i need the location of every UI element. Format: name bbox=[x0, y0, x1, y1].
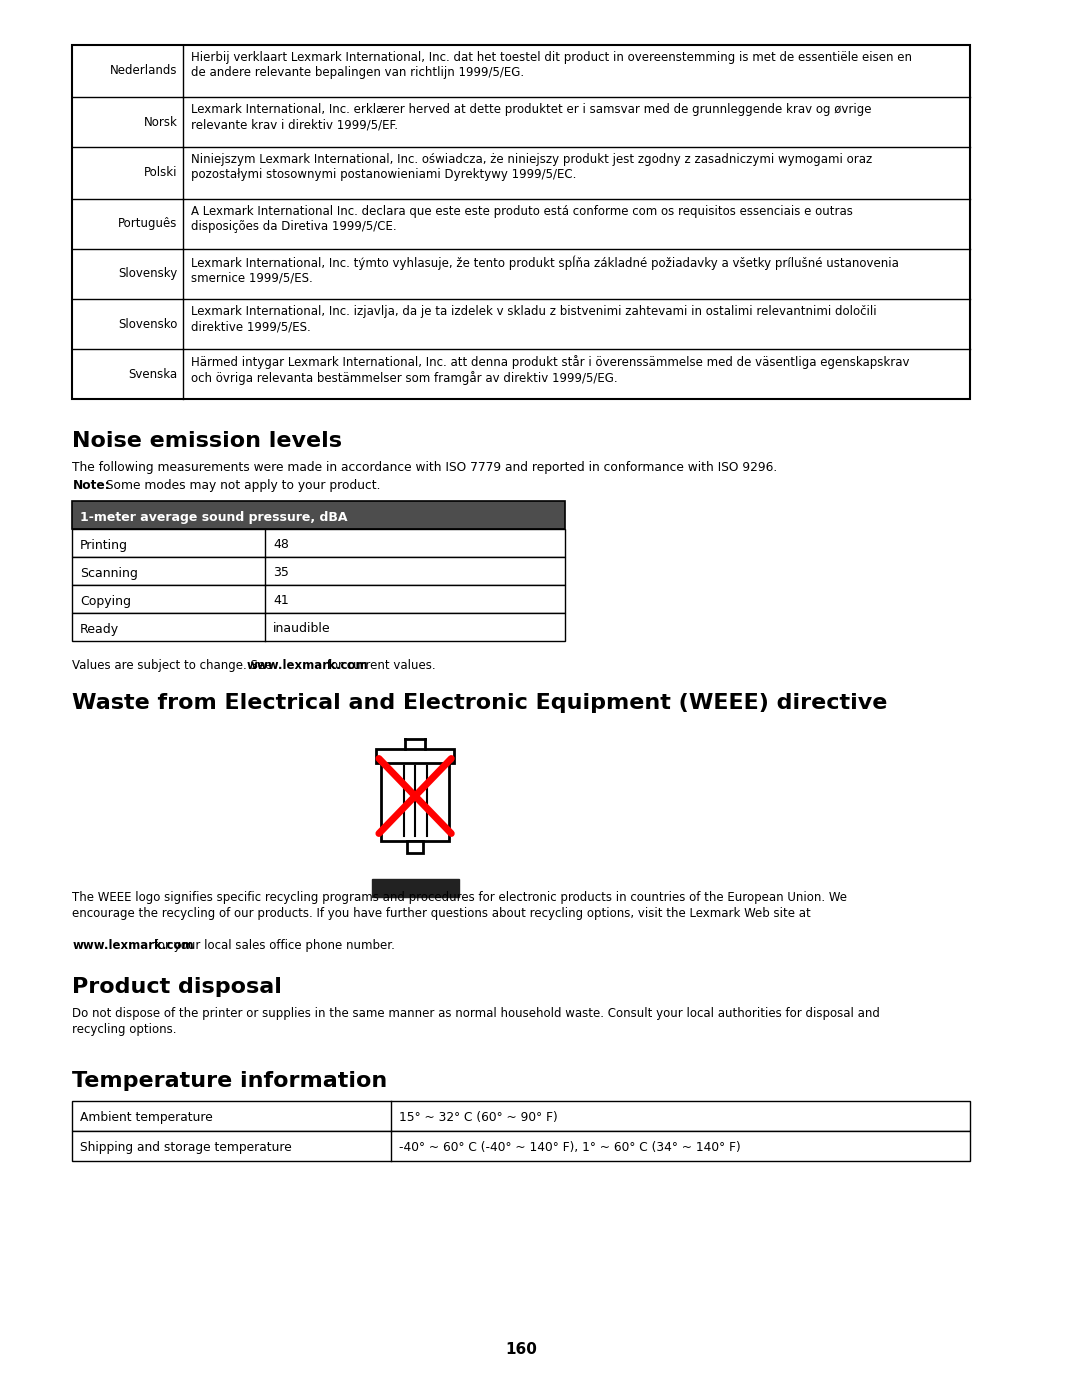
Text: Ready: Ready bbox=[80, 623, 119, 636]
Text: Temperature information: Temperature information bbox=[72, 1071, 388, 1091]
Bar bbox=[72, 45, 970, 400]
Text: Noise emission levels: Noise emission levels bbox=[72, 432, 342, 451]
Text: Lexmark International, Inc. erklærer herved at dette produktet er i samsvar med : Lexmark International, Inc. erklærer her… bbox=[191, 103, 872, 131]
Text: Copying: Copying bbox=[80, 595, 131, 608]
Text: for your local sales office phone number.: for your local sales office phone number… bbox=[150, 939, 394, 951]
Text: www.lexmark.com: www.lexmark.com bbox=[246, 659, 368, 672]
Bar bbox=[407, 841, 422, 854]
Text: 48: 48 bbox=[273, 538, 289, 552]
Bar bbox=[72, 613, 565, 641]
Text: Härmed intygar Lexmark International, Inc. att denna produkt står i överenssämme: Härmed intygar Lexmark International, In… bbox=[191, 355, 909, 386]
Text: Niniejszym Lexmark International, Inc. oświadcza, że niniejszy produkt jest zgod: Niniejszym Lexmark International, Inc. o… bbox=[191, 154, 873, 182]
Bar bbox=[72, 1101, 970, 1132]
Text: Some modes may not apply to your product.: Some modes may not apply to your product… bbox=[103, 479, 381, 492]
Text: Shipping and storage temperature: Shipping and storage temperature bbox=[80, 1141, 292, 1154]
Text: recycling options.: recycling options. bbox=[72, 1023, 177, 1037]
Text: www.lexmark.com: www.lexmark.com bbox=[72, 939, 194, 951]
Text: Do not dispose of the printer or supplies in the same manner as normal household: Do not dispose of the printer or supplie… bbox=[72, 1007, 880, 1020]
Text: for current values.: for current values. bbox=[323, 659, 436, 672]
Text: 1-meter average sound pressure, dBA: 1-meter average sound pressure, dBA bbox=[80, 510, 348, 524]
Text: The following measurements were made in accordance with ISO 7779 and reported in: The following measurements were made in … bbox=[72, 461, 778, 474]
Bar bbox=[72, 585, 565, 613]
Bar bbox=[381, 761, 449, 841]
Text: Lexmark International, Inc. izjavlja, da je ta izdelek v skladu z bistvenimi zah: Lexmark International, Inc. izjavlja, da… bbox=[191, 305, 877, 332]
Text: Português: Português bbox=[118, 218, 177, 231]
Bar bbox=[72, 1132, 970, 1161]
Bar bbox=[372, 879, 459, 897]
Text: Values are subject to change. See: Values are subject to change. See bbox=[72, 659, 276, 672]
Text: Hierbij verklaart Lexmark International, Inc. dat het toestel dit product in ove: Hierbij verklaart Lexmark International,… bbox=[191, 52, 913, 80]
Text: Slovensky: Slovensky bbox=[119, 267, 177, 281]
Text: 41: 41 bbox=[273, 595, 289, 608]
Bar bbox=[377, 749, 454, 763]
Text: Polski: Polski bbox=[144, 166, 177, 179]
Text: Slovensko: Slovensko bbox=[118, 317, 177, 331]
Text: 15° ~ 32° C (60° ~ 90° F): 15° ~ 32° C (60° ~ 90° F) bbox=[399, 1112, 557, 1125]
Text: Waste from Electrical and Electronic Equipment (WEEE) directive: Waste from Electrical and Electronic Equ… bbox=[72, 693, 888, 712]
Text: Nederlands: Nederlands bbox=[110, 64, 177, 77]
Text: Ambient temperature: Ambient temperature bbox=[80, 1112, 213, 1125]
Text: 160: 160 bbox=[505, 1343, 537, 1358]
Bar bbox=[72, 529, 565, 557]
Text: Note:: Note: bbox=[72, 479, 110, 492]
Text: Printing: Printing bbox=[80, 538, 129, 552]
Text: inaudible: inaudible bbox=[273, 623, 330, 636]
Text: A Lexmark International Inc. declara que este este produto está conforme com os : A Lexmark International Inc. declara que… bbox=[191, 205, 853, 233]
Text: 35: 35 bbox=[273, 567, 289, 580]
Text: Norsk: Norsk bbox=[144, 116, 177, 129]
Text: Scanning: Scanning bbox=[80, 567, 138, 580]
Text: -40° ~ 60° C (-40° ~ 140° F), 1° ~ 60° C (34° ~ 140° F): -40° ~ 60° C (-40° ~ 140° F), 1° ~ 60° C… bbox=[399, 1141, 741, 1154]
Text: Product disposal: Product disposal bbox=[72, 977, 282, 997]
Bar bbox=[72, 502, 565, 529]
Text: Svenska: Svenska bbox=[129, 367, 177, 380]
Text: The WEEE logo signifies specific recycling programs and procedures for electroni: The WEEE logo signifies specific recycli… bbox=[72, 891, 848, 904]
Text: encourage the recycling of our products. If you have further questions about rec: encourage the recycling of our products.… bbox=[72, 907, 811, 921]
Text: Lexmark International, Inc. týmto vyhlasuje, že tento produkt spĺňa základné pož: Lexmark International, Inc. týmto vyhlas… bbox=[191, 256, 899, 285]
Bar bbox=[72, 557, 565, 585]
